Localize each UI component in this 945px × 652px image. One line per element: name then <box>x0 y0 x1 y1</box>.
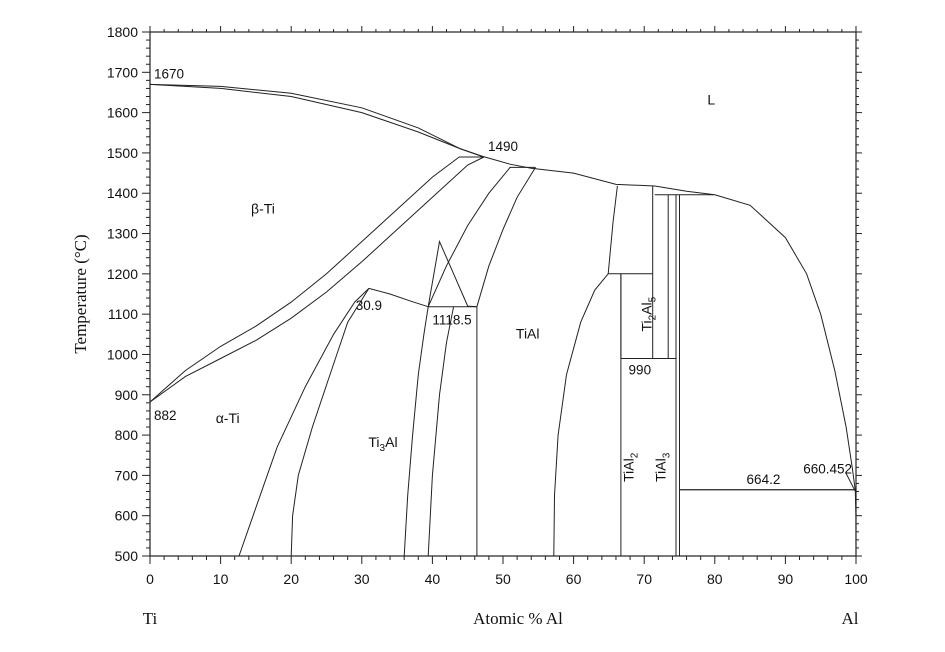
boundary-tial-c <box>476 167 536 307</box>
region-label-ti3al: Ti3Al <box>368 434 397 454</box>
y-tick-label: 1000 <box>107 346 138 362</box>
annotation-label: 1670 <box>154 66 184 81</box>
annotation-label: 1490 <box>488 139 518 154</box>
x-tick-label: 0 <box>146 571 154 587</box>
x-tick-label: 100 <box>844 571 868 587</box>
y-axis-title: Temperature (°C) <box>71 234 90 353</box>
y-tick-label: 1100 <box>108 306 138 322</box>
boundary-alpha-tial-left <box>427 239 477 308</box>
annotation-label: 1118.5 <box>432 313 471 328</box>
boundary-tial-b <box>427 167 511 307</box>
y-tick-label: 1700 <box>107 64 138 80</box>
x-tick-label: 30 <box>354 571 370 587</box>
boundary-ti3al-right <box>403 306 429 557</box>
region-label-α-ti: α-Ti <box>216 410 240 426</box>
x-tick-label: 10 <box>213 571 229 587</box>
y-tick-label: 1200 <box>107 266 138 282</box>
y-tick-label: 1300 <box>107 226 138 242</box>
annotation-label: 882 <box>154 408 177 423</box>
x-tick-label: 70 <box>636 571 652 587</box>
y-tick-label: 1600 <box>107 105 138 121</box>
x-tick-label: 90 <box>778 571 794 587</box>
boundary-alpha-ti3al-left <box>238 288 370 557</box>
x-axis-title: Atomic % Al <box>473 609 563 628</box>
y-tick-label: 900 <box>115 387 139 403</box>
y-tick-label: 1400 <box>107 185 138 201</box>
y-tick-label: 1500 <box>107 145 138 161</box>
boundary-beta-transus <box>149 156 460 403</box>
boundary-liquidus <box>149 83 856 491</box>
x-end-label-ti: Ti <box>143 609 158 628</box>
y-tick-label: 500 <box>115 548 139 564</box>
annotation-label: 30.9 <box>356 298 382 313</box>
region-label-tial: TiAl <box>516 325 540 341</box>
boundary-alpha-ti3al-right <box>368 287 429 308</box>
y-tick-label: 1800 <box>107 24 138 40</box>
x-end-label-al: Al <box>842 609 859 628</box>
leader-660 <box>845 473 856 492</box>
x-tick-label: 50 <box>495 571 511 587</box>
y-tick-label: 700 <box>115 467 139 483</box>
y-tick-label: 800 <box>115 427 139 443</box>
x-tick-label: 80 <box>707 571 723 587</box>
boundary-tial-right-solvus <box>553 273 609 557</box>
boundary-tial-a <box>427 306 455 557</box>
x-tick-label: 20 <box>283 571 299 587</box>
region-label-l: L <box>707 92 715 108</box>
x-tick-label: 40 <box>425 571 441 587</box>
annotation-label: 660.452 <box>803 461 852 476</box>
boundary-ti3al-left <box>290 288 370 557</box>
annotation-label: 990 <box>629 362 652 377</box>
region-label-tial3: TiAl3 <box>652 452 672 482</box>
annotation-label: 664.2 <box>747 472 781 487</box>
boundary-ti2al5-left <box>607 185 618 274</box>
x-tick-label: 60 <box>566 571 582 587</box>
boundary-beta-solidus <box>149 83 485 158</box>
boundary-alpha-transus <box>149 156 485 403</box>
phase-boundaries <box>149 83 857 557</box>
region-label-β-ti: β-Ti <box>251 200 275 216</box>
annotations: 1670 1490 882 30.9 1118.5 990 664.2 660.452 Lβ-T… <box>154 66 852 486</box>
boundary-al-solvus <box>854 491 857 557</box>
region-label-tial2: TiAl2 <box>621 452 641 482</box>
y-tick-label: 600 <box>115 508 139 524</box>
region-label-ti2al5: Ti2Al5 <box>638 296 658 331</box>
axis-ticks: 5006007008009001000110012001300140015001… <box>107 24 868 587</box>
